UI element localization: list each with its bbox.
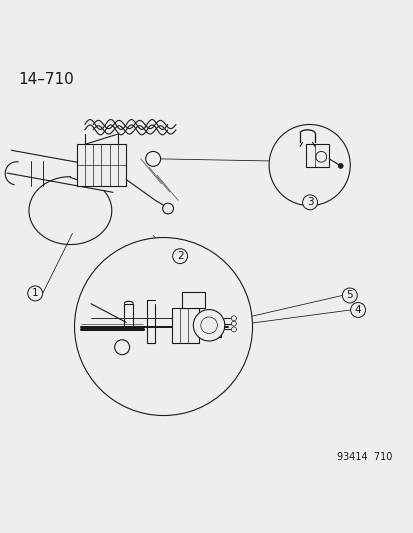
Text: 14–710: 14–710: [19, 72, 74, 87]
Circle shape: [350, 303, 365, 318]
Text: 93414  710: 93414 710: [336, 452, 391, 462]
Circle shape: [162, 203, 173, 214]
Circle shape: [28, 286, 43, 301]
FancyBboxPatch shape: [182, 292, 204, 308]
Circle shape: [337, 164, 342, 168]
Text: 4: 4: [354, 305, 361, 315]
Circle shape: [145, 151, 160, 166]
Circle shape: [302, 195, 317, 210]
Circle shape: [268, 125, 349, 206]
Circle shape: [231, 316, 236, 321]
Circle shape: [193, 310, 224, 341]
FancyBboxPatch shape: [196, 316, 221, 337]
Circle shape: [200, 317, 217, 334]
Circle shape: [74, 238, 252, 416]
Circle shape: [231, 327, 236, 332]
Circle shape: [172, 249, 187, 264]
Circle shape: [315, 151, 326, 162]
Text: 2: 2: [176, 251, 183, 261]
Text: 1: 1: [32, 288, 38, 298]
Circle shape: [342, 288, 356, 303]
Circle shape: [114, 340, 129, 354]
Circle shape: [231, 321, 236, 326]
FancyBboxPatch shape: [171, 308, 198, 343]
FancyBboxPatch shape: [76, 144, 126, 186]
Text: 5: 5: [346, 290, 352, 301]
Text: 3: 3: [306, 197, 313, 207]
